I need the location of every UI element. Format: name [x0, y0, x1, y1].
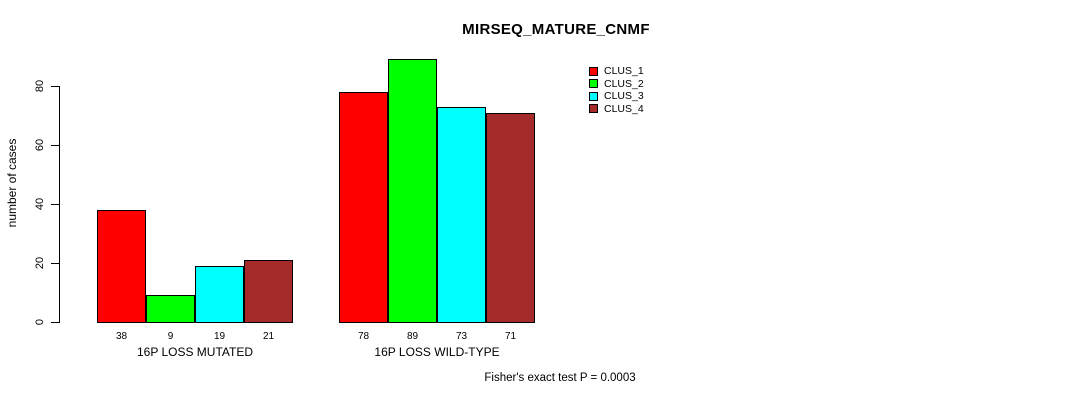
bar-value-label: 9 — [167, 331, 174, 342]
bar-value-label: 71 — [504, 331, 517, 342]
bar-clus_2-group2 — [388, 59, 437, 323]
y-axis-line — [59, 86, 60, 323]
bar-value-label: 73 — [455, 331, 468, 342]
legend-label: CLUS_2 — [604, 77, 644, 90]
legend-swatch — [589, 79, 598, 89]
legend-label: CLUS_1 — [604, 65, 644, 78]
chart-title: MIRSEQ_MATURE_CNMF — [462, 21, 650, 38]
legend-swatch — [589, 91, 598, 101]
bar-clus_2-group1 — [146, 295, 195, 323]
y-tick-mark — [51, 145, 59, 146]
bar-clus_3-group1 — [195, 265, 244, 323]
bar-value-label: 21 — [262, 331, 275, 342]
legend-item-clus_3: CLUS_3 — [589, 90, 644, 103]
bar-value-label: 19 — [213, 331, 226, 342]
y-tick-mark — [51, 204, 59, 205]
bar-value-label: 38 — [115, 331, 128, 342]
category-label: 16P LOSS WILD-TYPE — [374, 345, 500, 359]
bar-clus_4-group2 — [486, 112, 535, 323]
y-tick-label: 60 — [34, 138, 46, 152]
legend-label: CLUS_4 — [604, 102, 644, 115]
legend-item-clus_2: CLUS_2 — [589, 78, 644, 91]
y-axis-title: number of cases — [5, 138, 19, 228]
legend-item-clus_4: CLUS_4 — [589, 103, 644, 116]
bar-clus_1-group1 — [97, 209, 146, 323]
legend-swatch — [589, 66, 598, 76]
legend-swatch — [589, 104, 598, 114]
bar-value-label: 78 — [357, 331, 370, 342]
bar-value-label: 89 — [406, 331, 419, 342]
legend-label: CLUS_3 — [604, 90, 644, 103]
y-tick-label: 40 — [34, 197, 46, 211]
stat-annotation: Fisher's exact test P = 0.0003 — [484, 372, 636, 384]
category-label: 16P LOSS MUTATED — [136, 345, 254, 359]
y-tick-label: 80 — [34, 79, 46, 93]
y-tick-mark — [51, 263, 59, 264]
bar-clus_4-group1 — [244, 260, 293, 323]
bar-clus_3-group2 — [437, 106, 486, 323]
legend: CLUS_1 CLUS_2 CLUS_3 CLUS_4 — [589, 65, 644, 115]
y-tick-label: 0 — [34, 318, 46, 326]
y-tick-mark — [51, 86, 59, 87]
y-tick-label: 20 — [34, 256, 46, 270]
y-tick-mark — [51, 322, 59, 323]
legend-item-clus_1: CLUS_1 — [589, 65, 644, 78]
bar-clus_1-group2 — [339, 91, 388, 323]
